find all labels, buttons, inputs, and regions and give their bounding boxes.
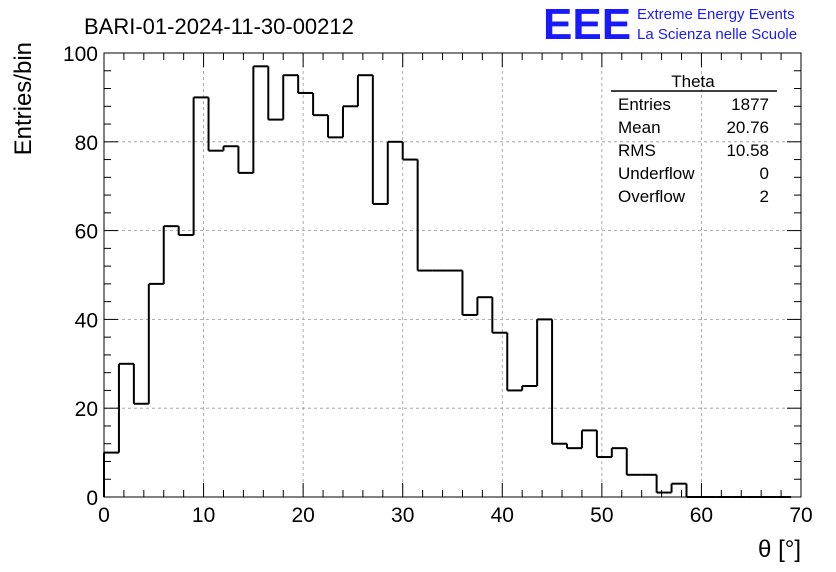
plot-frame <box>103 52 802 498</box>
stats-label: Entries <box>618 95 671 114</box>
stats-value: 20.76 <box>726 118 769 137</box>
y-tick-labels: 0 20 40 60 80 100 <box>63 43 98 510</box>
y-tick-label: 60 <box>75 221 98 244</box>
x-tick-label: 10 <box>192 504 215 527</box>
x-axis-label: θ [°] <box>758 536 801 563</box>
stats-value: 2 <box>760 187 769 206</box>
y-axis-label: Entries/bin <box>10 42 37 155</box>
y-tick-label: 80 <box>75 132 98 155</box>
x-tick-label: 0 <box>98 504 110 527</box>
eee-logo-mark: EEE <box>543 0 631 49</box>
stats-label: Mean <box>618 118 661 137</box>
x-tick-label: 50 <box>590 504 613 527</box>
axis-ticks <box>103 52 802 498</box>
stats-label: Underflow <box>618 164 695 183</box>
stats-value: 10.58 <box>726 141 769 160</box>
stats-value: 1877 <box>731 95 769 114</box>
x-tick-label: 40 <box>491 504 514 527</box>
eee-logo-line2: La Scienza nelle Scuole <box>637 26 797 43</box>
eee-logo-line1: Extreme Energy Events <box>637 6 795 23</box>
y-tick-label: 0 <box>86 487 98 510</box>
stats-value: 0 <box>760 164 769 183</box>
stats-label: RMS <box>618 141 656 160</box>
x-tick-label: 70 <box>789 504 812 527</box>
stats-header: Theta <box>671 72 715 91</box>
x-tick-label: 60 <box>690 504 713 527</box>
y-tick-label: 20 <box>75 398 98 421</box>
x-tick-labels: 0 10 20 30 40 50 60 70 <box>98 504 813 527</box>
stats-box: Theta Entries 1877 Mean 20.76 RMS 10.58 Underf… <box>611 72 777 206</box>
x-tick-label: 20 <box>291 504 314 527</box>
y-tick-label: 100 <box>63 43 98 66</box>
y-tick-label: 40 <box>75 309 98 332</box>
histogram-bins <box>103 65 792 498</box>
chart-title: BARI-01-2024-11-30-00212 <box>84 14 354 39</box>
x-tick-label: 30 <box>391 504 414 527</box>
stats-label: Overflow <box>618 187 686 206</box>
grid-lines <box>104 53 801 497</box>
